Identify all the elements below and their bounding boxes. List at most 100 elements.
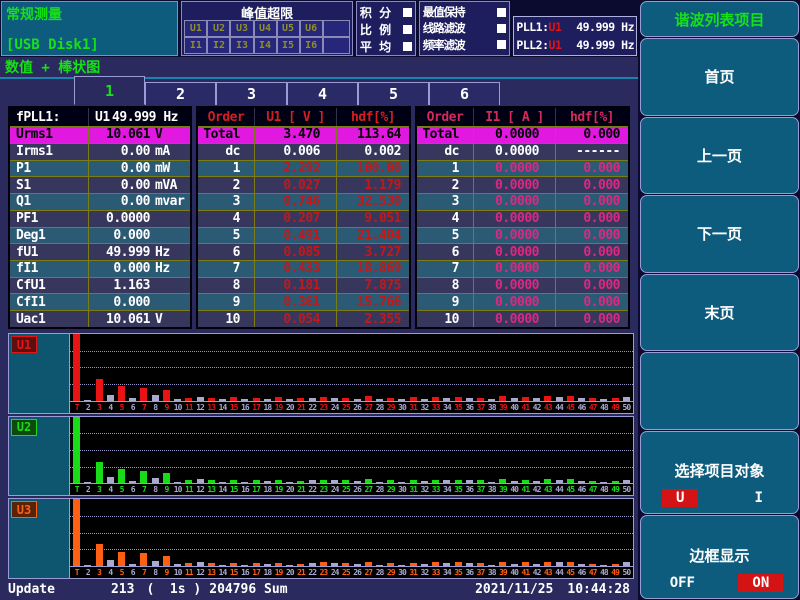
- mode-checkbox[interactable]: [402, 8, 412, 17]
- bar-slot: [610, 499, 621, 567]
- bar-slot: [385, 334, 396, 401]
- sidebar-button-prev-page[interactable]: 上一页: [640, 116, 799, 195]
- x-tick-label: 26: [353, 485, 362, 495]
- hdf-cell: 0.000: [583, 194, 620, 210]
- table-header-row: fPLL1: U1 49.999 Hz: [10, 108, 190, 128]
- harmonic-bar: [454, 397, 462, 401]
- harmonic-bar: [409, 480, 417, 484]
- tab-5[interactable]: 5: [358, 82, 429, 105]
- filter-checkbox[interactable]: [497, 7, 507, 17]
- x-tick-label: 6: [130, 402, 136, 412]
- item-value-wrap: 0.0000: [89, 211, 190, 226]
- bar-slot: [576, 417, 587, 484]
- bar-slot: [430, 334, 441, 401]
- item-value-wrap: 1.163: [89, 278, 190, 293]
- column-divider: [336, 127, 337, 143]
- item-value-wrap: 0.000: [89, 228, 190, 243]
- bar-slot: [565, 334, 576, 401]
- harmonic-bar: [95, 461, 103, 484]
- chart-series-label: U3: [11, 501, 37, 519]
- filter-checkbox[interactable]: [497, 40, 507, 50]
- column-divider: [473, 260, 474, 277]
- harmonic-bar: [432, 479, 440, 484]
- harmonic-bar: [151, 560, 159, 567]
- x-tick-label: 18: [263, 402, 273, 412]
- harmonic-bar: [162, 390, 170, 401]
- harmonic-bar: [544, 478, 552, 484]
- tab-4[interactable]: 4: [287, 82, 358, 105]
- bar-slot: [138, 417, 149, 484]
- filter-checkbox-panel: 最值保持 线路滤波 频率滤波: [418, 1, 511, 56]
- sidebar-empty-panel: [640, 352, 799, 430]
- value-cell: 0.006: [283, 144, 320, 160]
- chart-series-label: U1: [11, 336, 37, 353]
- mode-checkbox[interactable]: [402, 25, 412, 34]
- hdf-cell: 0.000: [583, 261, 620, 277]
- harmonic-bar: [252, 563, 260, 567]
- x-tick-label: 10: [173, 485, 183, 495]
- value-cell: 0.0000: [495, 294, 539, 310]
- order-cell: dc: [444, 144, 459, 160]
- gridline: [70, 466, 633, 468]
- fpll-label: fPLL1:: [16, 109, 60, 125]
- x-tick-label: 24: [330, 402, 340, 412]
- x-tick-label: 11: [184, 485, 194, 495]
- column-divider: [88, 210, 89, 227]
- sidebar-button-last-page[interactable]: 末页: [640, 273, 799, 352]
- harmonic-bar: [600, 564, 608, 567]
- bar-slot: [486, 417, 497, 484]
- item-value: 49.999: [106, 244, 150, 260]
- chart-bars: [70, 416, 633, 485]
- border-display-option-on[interactable]: ON: [738, 574, 784, 593]
- tab-1[interactable]: 1: [74, 76, 145, 105]
- tab-2[interactable]: 2: [145, 82, 216, 105]
- tab-3[interactable]: 3: [216, 82, 287, 105]
- x-tick-label: 43: [543, 568, 553, 578]
- bar-slot: [138, 334, 149, 401]
- x-tick-label: 46: [577, 485, 587, 495]
- bar-slot: [598, 334, 609, 401]
- sum-count: 204796 Sum: [209, 582, 288, 597]
- x-tick-label: 33: [431, 568, 441, 578]
- header-hdf: hdf[%]: [570, 109, 614, 125]
- bar-slot: [284, 417, 295, 484]
- x-tick-label: 35: [454, 485, 463, 495]
- border-display-option-off[interactable]: OFF: [669, 575, 695, 592]
- harmonic-bar: [465, 563, 473, 567]
- filter-checkbox[interactable]: [497, 23, 507, 33]
- bar-slot: [520, 499, 531, 567]
- fpll-source: U1: [95, 109, 110, 125]
- harmonic-bar: [376, 399, 384, 401]
- bar-slot: [351, 334, 362, 401]
- sidebar-button-home[interactable]: 首页: [640, 38, 799, 116]
- hdf-cell: 0.000: [583, 244, 620, 260]
- harmonic-bar: [297, 563, 305, 567]
- order-cell: 10: [225, 311, 240, 327]
- item-name: Deg1: [16, 227, 46, 243]
- mode-row-2: 平 均: [360, 38, 412, 55]
- column-divider: [555, 127, 556, 143]
- column-divider: [336, 227, 337, 244]
- table-row: Urms1 10.061 V: [10, 127, 190, 144]
- harmonic-bar: [364, 561, 372, 567]
- column-divider: [254, 108, 255, 127]
- select-object-option-u[interactable]: U: [662, 489, 699, 508]
- harmonic-bar: [577, 563, 585, 567]
- select-object-option-i[interactable]: I: [754, 490, 763, 507]
- tab-6[interactable]: 6: [429, 82, 500, 105]
- page-title: 常规测量: [6, 7, 62, 23]
- harmonic-bar: [95, 544, 103, 567]
- harmonic-bar: [533, 481, 541, 484]
- bar-slot: [318, 417, 329, 484]
- bar-slot: [206, 417, 217, 484]
- filter-label: 最值保持: [422, 5, 466, 20]
- x-tick-label: 41: [521, 402, 531, 412]
- sidebar-button-next-page[interactable]: 下一页: [640, 195, 799, 273]
- x-tick-label: 9: [164, 568, 169, 578]
- hdf-cell: 9.051: [364, 211, 401, 227]
- pll-source: U1: [548, 20, 562, 34]
- mode-checkbox[interactable]: [402, 42, 412, 51]
- gridline: [70, 532, 633, 534]
- mode-label: 平 均: [359, 40, 392, 54]
- item-name: Q1: [16, 194, 31, 210]
